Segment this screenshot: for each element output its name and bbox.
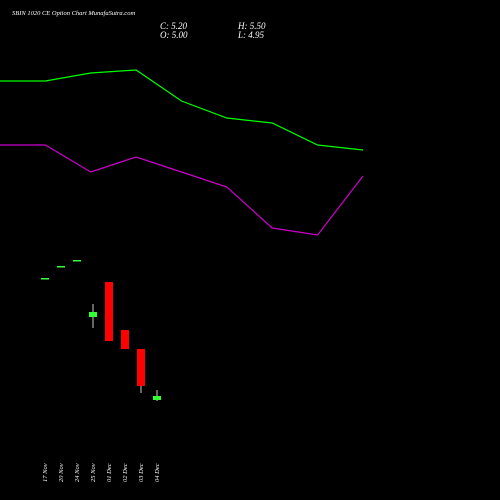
x-tick-label: 17 Nov <box>42 463 49 482</box>
candle-body <box>57 266 65 268</box>
x-tick-label: 24 Nov <box>74 463 81 482</box>
stat: O: 5.00 <box>160 30 188 40</box>
stat: C: 5.20 <box>160 21 188 31</box>
x-tick-label: 20 Nov <box>58 463 65 482</box>
x-tick-label: 01 Dec <box>106 463 113 482</box>
candle-body <box>89 312 97 317</box>
x-tick-label: 04 Dec <box>154 463 161 482</box>
stat: L: 4.95 <box>237 30 265 40</box>
candle-body <box>137 349 145 386</box>
candle-body <box>153 396 161 400</box>
indicator-line <box>0 144 364 236</box>
candle-body <box>41 278 49 280</box>
x-tick-label: 25 Nov <box>90 463 97 482</box>
candle-body <box>105 282 113 341</box>
candle-body <box>121 330 129 349</box>
x-tick-label: 03 Dec <box>138 463 145 482</box>
x-tick-label: 02 Dec <box>122 463 129 482</box>
indicator-line <box>0 69 364 151</box>
stat: H: 5.50 <box>237 21 266 31</box>
candle-body <box>73 260 81 262</box>
chart-title: SBIN 1020 CE Option Chart MunafaSutra.co… <box>12 10 135 17</box>
